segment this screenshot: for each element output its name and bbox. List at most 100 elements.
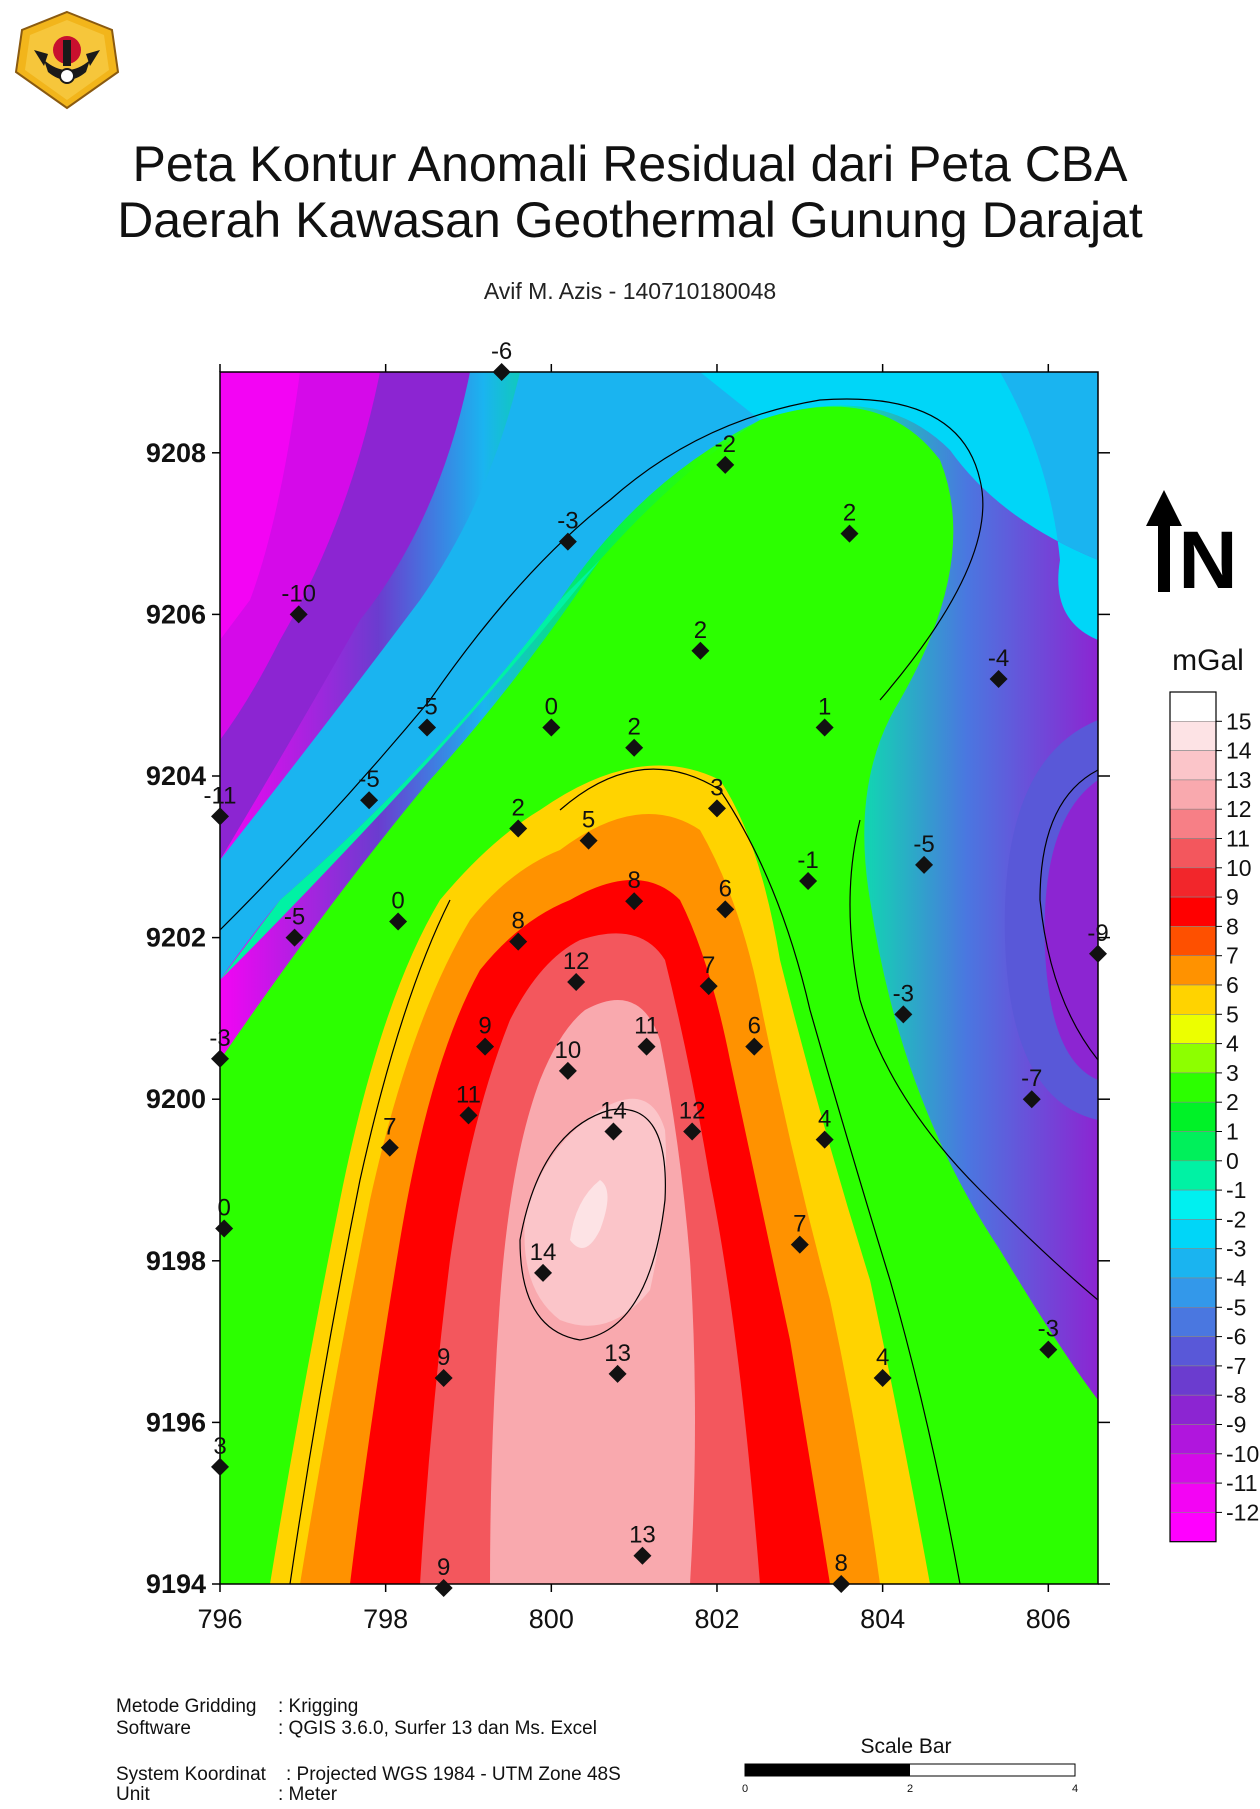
station-marker (745, 1037, 764, 1056)
station-value-label: 6 (748, 1013, 761, 1040)
station-marker (542, 718, 561, 737)
scale-tick-4: 4 (1072, 1783, 1078, 1795)
station-value-label: -3 (1038, 1316, 1059, 1343)
station-value-label: 3 (213, 1433, 226, 1460)
legend-color-swatch (1169, 1424, 1217, 1455)
map-title-line1: Peta Kontur Anomali Residual dari Peta C… (132, 136, 1128, 192)
station-marker (567, 973, 586, 992)
station-value-label: 8 (835, 1550, 848, 1577)
station-marker (625, 892, 644, 911)
station-marker (476, 1037, 495, 1056)
station-marker (534, 1263, 553, 1282)
station-marker (815, 1130, 834, 1149)
station-value-label: 4 (876, 1344, 889, 1371)
station-marker (360, 791, 379, 810)
station-value-label: 10 (555, 1037, 582, 1064)
legend-color-swatch (1169, 1043, 1217, 1074)
station-marker (637, 1037, 656, 1056)
scale-tick-2: 2 (907, 1783, 913, 1795)
station-marker (389, 912, 408, 931)
station-value-label: -3 (557, 508, 578, 535)
station-marker (790, 1235, 809, 1254)
x-tick-label: 800 (529, 1604, 574, 1634)
legend-label: 3 (1226, 1060, 1239, 1086)
legend-label: 11 (1226, 826, 1250, 852)
y-tick-label: 9204 (146, 761, 206, 791)
legend-color-swatch (1169, 1072, 1217, 1103)
legend-label: -11 (1226, 1470, 1258, 1496)
station-value-label: 14 (530, 1239, 557, 1266)
station-value-label: 4 (818, 1106, 831, 1133)
map-author: Avif M. Azis - 140710180048 (483, 278, 777, 304)
legend-color-swatch (1169, 955, 1217, 986)
station-value-label: 13 (629, 1522, 656, 1549)
station-marker (1039, 1340, 1058, 1359)
station-marker (380, 1138, 399, 1157)
legend-label: -8 (1226, 1382, 1246, 1408)
station-value-label: 0 (391, 887, 404, 914)
y-tick-label: 9208 (146, 438, 206, 468)
legend-color-swatch (1169, 750, 1217, 781)
station-marker (989, 670, 1008, 689)
station-value-label: 7 (793, 1211, 806, 1238)
station-marker (633, 1546, 652, 1565)
legend-color-swatch (1169, 1131, 1217, 1162)
legend-label: 5 (1226, 1001, 1239, 1027)
station-marker (625, 738, 644, 757)
legend-label: 10 (1226, 855, 1252, 881)
legend-color-swatch (1169, 1307, 1217, 1337)
station-marker (894, 1005, 913, 1024)
station-marker (211, 1457, 229, 1476)
station-marker (215, 1219, 234, 1238)
station-value-label: 8 (512, 908, 525, 935)
station-marker (509, 819, 528, 838)
station-marker (832, 1575, 851, 1593)
legend-color-swatch (1169, 720, 1217, 751)
legend-label: 9 (1226, 884, 1239, 910)
legend-color-swatch (1169, 926, 1217, 957)
legend-label: -3 (1226, 1236, 1246, 1262)
legend-label: -6 (1226, 1324, 1246, 1350)
legend-color-swatch (1169, 1219, 1217, 1250)
x-tick-label: 804 (860, 1604, 905, 1634)
station-marker (579, 831, 598, 850)
station-marker (1022, 1090, 1041, 1109)
station-value-label: 12 (563, 948, 590, 975)
station-marker (716, 455, 735, 474)
station-value-label: 6 (719, 875, 732, 902)
legend-color-swatch (1169, 1277, 1217, 1308)
legend-color-swatch (1169, 1101, 1217, 1132)
scale-tick-0: 0 (742, 1783, 748, 1795)
station-value-label: 9 (478, 1013, 491, 1040)
legend-color-swatch (1169, 808, 1217, 839)
station-marker (799, 872, 818, 891)
station-marker (211, 1049, 229, 1068)
legend-colorbar: 1514131211109876543210-1-2-3-4-5-6-7-8-9… (1169, 691, 1259, 1543)
station-marker (289, 605, 308, 624)
station-marker (211, 807, 229, 826)
station-value-label: 14 (600, 1098, 627, 1125)
station-value-label: -6 (491, 338, 512, 365)
station-value-label: 1 (818, 694, 831, 721)
legend-color-swatch (1169, 1453, 1217, 1484)
x-tick-label: 802 (694, 1604, 739, 1634)
legend-label: 2 (1226, 1089, 1239, 1115)
legend-frame (1169, 691, 1217, 1543)
station-marker (873, 1368, 892, 1387)
legend-color-swatch (1169, 1248, 1217, 1279)
station-marker (558, 1061, 577, 1080)
legend-color-swatch (1169, 1336, 1217, 1367)
y-tick-label: 9206 (146, 599, 206, 629)
station-layer: -6 -2 -3 2 -10 2 -4 -5 0 2 1 -5 -11 2 5 3 -1 -5 0 -5 8 6 8 -9 12… (204, 338, 1109, 1598)
legend-color-swatch (1169, 1394, 1217, 1425)
y-tick-label: 9194 (146, 1569, 206, 1599)
station-value-label: -9 (1087, 920, 1108, 947)
x-tick-label: 806 (1026, 1604, 1071, 1634)
legend-color-swatch (1169, 691, 1217, 722)
station-marker (492, 363, 511, 381)
legend-color-swatch (1169, 1189, 1217, 1220)
map-title-line2: Daerah Kawasan Geothermal Gunung Darajat (117, 192, 1143, 248)
legend-label: 1 (1226, 1119, 1239, 1145)
station-value-label: -3 (893, 980, 914, 1007)
y-tick-label: 9202 (146, 923, 206, 953)
